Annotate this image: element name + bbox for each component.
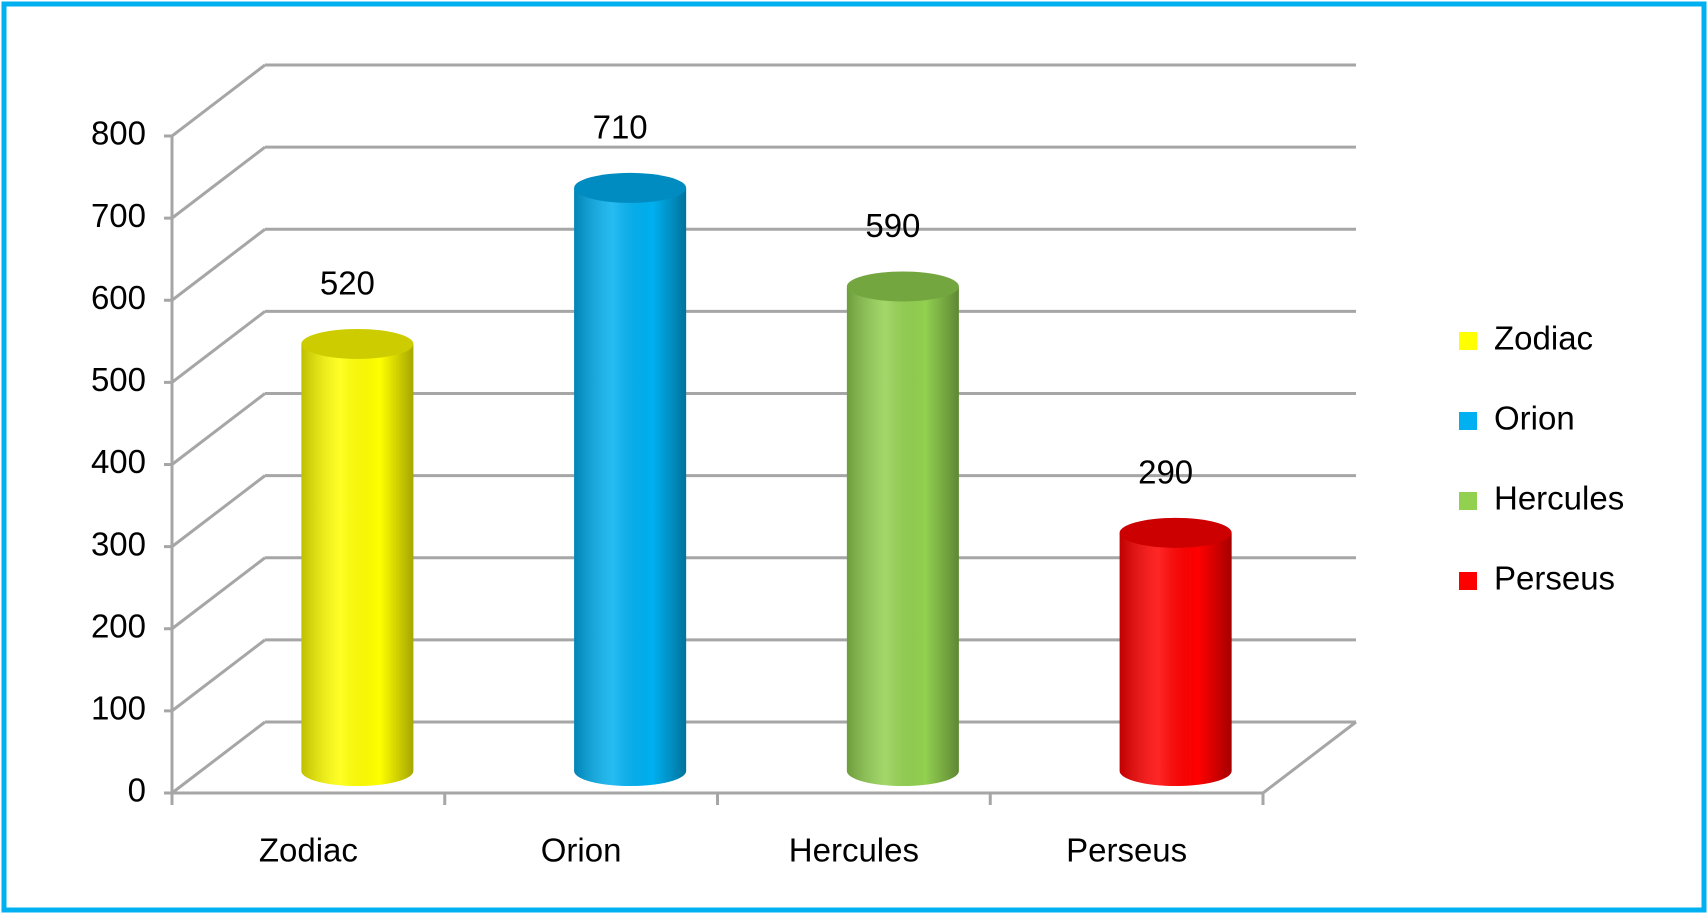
value-label: 520: [320, 265, 375, 302]
x-tick-label: Hercules: [789, 832, 919, 869]
x-tick-label: Perseus: [1066, 832, 1187, 869]
legend-swatch: [1459, 412, 1477, 430]
grid-line-side: [171, 720, 266, 795]
bar-shade: [574, 187, 687, 787]
y-tick-label: 800: [91, 115, 146, 152]
legend-swatch: [1459, 572, 1477, 590]
grid-line-side: [171, 228, 266, 302]
bar-top-shade: [1119, 517, 1232, 548]
legend-label: Perseus: [1494, 560, 1615, 597]
y-tick-label: 100: [91, 690, 146, 727]
bar-top-shade: [574, 172, 687, 203]
bar-top-shade: [846, 271, 959, 302]
bar-shade: [846, 286, 959, 786]
y-tick-label: 700: [91, 197, 146, 234]
grid-line-side: [171, 474, 266, 548]
y-tick-label: 400: [91, 443, 146, 480]
bar-shade: [1119, 532, 1232, 786]
bar-top: [846, 271, 959, 302]
grid-line-side: [171, 556, 266, 630]
bar-shade: [301, 343, 414, 786]
value-label: 710: [593, 109, 648, 146]
y-tick-label: 600: [91, 279, 146, 316]
legend-swatch: [1459, 332, 1477, 350]
legend-label: Zodiac: [1494, 320, 1593, 357]
y-tick-label: 500: [91, 361, 146, 398]
y-tick-label: 0: [128, 772, 146, 809]
bar-top: [1119, 517, 1232, 548]
y-tick-label: 300: [91, 525, 146, 562]
bar-top-shade: [301, 328, 414, 359]
x-tick-label: Orion: [541, 832, 622, 869]
grid-line-side: [171, 63, 266, 138]
y-tick-label: 200: [91, 607, 146, 644]
floor-side: [1262, 720, 1357, 795]
grid-line-side: [171, 638, 266, 713]
grid-line-side: [171, 145, 266, 220]
x-tick-label: Zodiac: [259, 832, 358, 869]
value-label: 590: [865, 207, 920, 244]
legend-swatch: [1459, 492, 1477, 510]
grid-line-side: [171, 392, 266, 466]
legend-label: Hercules: [1494, 480, 1624, 517]
value-label: 290: [1138, 454, 1193, 491]
bar-top: [574, 172, 687, 203]
legend-label: Orion: [1494, 400, 1575, 437]
grid-line-side: [171, 310, 266, 384]
bar-top: [301, 328, 414, 359]
